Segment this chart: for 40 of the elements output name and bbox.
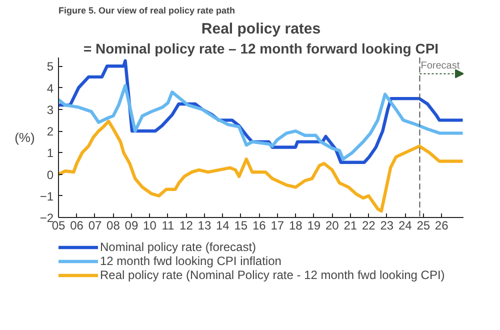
- caption: Figure 5. Our view of real policy rate path: [58, 6, 236, 16]
- x-tick-label: 05: [52, 218, 66, 232]
- chart-title: Real policy rates: [201, 20, 321, 38]
- y-tick-label: −2: [40, 211, 54, 225]
- x-tick-label: 12: [180, 218, 194, 232]
- x-tick-label: 23: [380, 218, 394, 232]
- chart-subtitle: = Nominal policy rate – 12 month forward looking CPI: [83, 40, 439, 56]
- x-tick-label: 10: [143, 218, 157, 232]
- legend-label: 12 month fwd looking CPI inflation: [100, 254, 282, 268]
- x-tick-label: 17: [270, 218, 284, 232]
- x-tick-label: 08: [106, 218, 120, 232]
- ref-line-label: Forecast: [420, 60, 460, 72]
- x-tick-label: 19: [307, 218, 321, 232]
- x-tick-label: 13: [198, 218, 212, 232]
- x-tick-label: 11: [162, 218, 175, 232]
- y-axis-title: (%): [14, 130, 35, 145]
- x-tick-label: 15: [234, 218, 248, 232]
- x-tick-label: 16: [252, 218, 266, 232]
- x-tick-label: 06: [70, 218, 84, 232]
- x-tick-label: 26: [434, 218, 449, 232]
- line-series: [58, 84, 464, 161]
- x-tick-label: 25: [416, 218, 430, 232]
- y-tick-label: 1: [46, 146, 54, 160]
- legend-label: Real policy rate (Nominal Policy rate - 12 month fwd looking CPI): [100, 268, 445, 282]
- x-tick-label: 07: [88, 218, 102, 232]
- y-tick-label: −1: [40, 189, 54, 204]
- x-tick-label: 14: [216, 218, 230, 232]
- x-tick-label: 24: [398, 218, 412, 232]
- y-tick-label: 0: [46, 168, 54, 182]
- x-tick-label: 09: [124, 218, 138, 232]
- line-series: [58, 120, 464, 213]
- y-tick-label: 4: [46, 81, 54, 96]
- y-tick-label: 5: [46, 60, 54, 74]
- x-tick-label: 21: [344, 218, 358, 232]
- legend-label: Nominal policy rate (forecast): [100, 240, 256, 254]
- x-tick-label: 22: [362, 218, 376, 232]
- x-tick-label: 20: [325, 218, 340, 232]
- x-tick-label: 18: [288, 218, 303, 232]
- y-tick-label: 3: [46, 102, 54, 117]
- y-tick-label: 2: [46, 124, 54, 139]
